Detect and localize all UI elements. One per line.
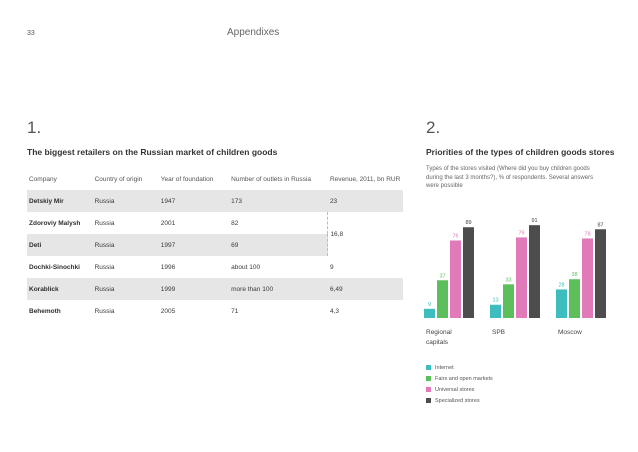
category-label: Moscow [558,329,582,336]
cell-revenue: 16,8 [327,212,403,256]
retailers-table: Company Country of origin Year of founda… [27,168,403,322]
category-label: SPB [492,329,505,336]
cell-country: Russia [94,263,115,271]
table-row: Korablick Russia 1999 more than 100 6,49 [27,278,403,300]
cell-company: Dochki-Sinochki [29,263,80,271]
legend-label: Fairs and open markets [435,375,493,382]
category-label: Regional [426,329,452,336]
cell-outlets: about 100 [231,263,261,271]
bar-specialized-stores-1 [529,225,540,318]
legend-swatch [426,398,431,403]
col-header-year: Year of foundation [160,175,214,183]
section1-title: The biggest retailers on the Russian mar… [27,147,278,157]
section2-number: 2. [426,118,441,137]
cell-outlets: 71 [231,307,239,315]
cell-outlets: 82 [231,219,239,227]
category-label: capitals [426,339,449,346]
bar-universal-stores-0 [450,240,461,318]
cell-company: Deti [27,234,93,256]
bar-value-label: 38 [571,272,577,278]
legend-label: Universal stores [435,386,475,393]
table-row: Detskiy Mir Russia 1947 173 23 [27,190,403,212]
cell-revenue: 23 [327,190,403,212]
bar-internet-0 [424,308,435,318]
bar-specialized-stores-2 [595,229,606,318]
cell-revenue: 9 [329,263,334,271]
cell-country: Russia [92,278,159,300]
cell-country: Russia [92,190,159,212]
cell-outlets: 173 [229,190,328,212]
bar-universal-stores-1 [516,237,527,318]
cell-outlets: 69 [229,234,328,256]
bar-value-label: 13 [492,298,498,304]
bar-value-label: 37 [439,273,445,279]
cell-year: 1947 [158,190,230,212]
bar-value-label: 87 [597,222,603,228]
legend-swatch [426,387,431,392]
table-row: Dochki-Sinochki Russia 1996 about 100 9 [27,256,403,278]
cell-company: Zdoroviy Malysh [29,219,81,227]
cell-revenue: 4,3 [329,307,339,315]
cell-year: 1997 [158,234,230,256]
section2-title: Priorities of the types of children good… [426,147,615,157]
page-header-title: Appendixes [227,27,280,38]
cell-year: 2005 [160,307,176,315]
col-header-revenue: Revenue, 2011, bn RUR [329,175,401,183]
table-row: Behemoth Russia 2005 71 4,3 [27,300,403,322]
bar-fairs-and-open-markets-0 [437,280,448,318]
cell-revenue: 6,49 [327,278,403,300]
table-header-row: Company Country of origin Year of founda… [27,168,403,190]
bar-value-label: 78 [584,231,590,237]
cell-year: 2001 [160,219,176,227]
bar-internet-2 [556,289,567,318]
legend-swatch [426,365,431,370]
page-number: 33 [27,30,35,37]
bar-internet-1 [490,304,501,318]
bar-value-label: 28 [558,282,564,288]
bar-universal-stores-2 [582,238,593,318]
table-row: Zdoroviy Malysh Russia 2001 82 16,8 [27,212,403,256]
bar-value-label: 76 [452,233,458,239]
cell-country: Russia [92,234,159,256]
cell-country: Russia [94,307,115,315]
cell-year: 1996 [160,263,176,271]
legend-label: Specialized stores [435,397,480,404]
cell-outlets: more than 100 [229,278,328,300]
legend-label: Internet [435,364,454,371]
bar-value-label: 91 [531,218,537,224]
bar-value-label: 79 [518,230,524,236]
cell-company: Detskiy Mir [27,190,93,212]
bar-value-label: 89 [465,220,471,226]
legend-item: Fairs and open markets [426,373,493,384]
cell-company: Behemoth [29,307,61,315]
chart-description: Types of the stores visited (Where did y… [426,166,594,189]
bar-specialized-stores-0 [463,227,474,318]
bar-value-label: 33 [505,277,511,283]
legend-swatch [426,376,431,381]
chart-legend: Internet Fairs and open markets Universal … [426,362,493,406]
col-header-company: Company [29,175,57,183]
col-header-outlets: Number of outlets in Russia [231,175,311,183]
store-types-bar-chart: 9 37 76 89 Regional capitals 13 33 79 91 SPB 28 38 78… [424,218,606,346]
bar-fairs-and-open-markets-2 [569,279,580,318]
section1-number: 1. [27,118,42,137]
legend-item: Internet [426,362,493,373]
col-header-country: Country of origin [94,175,143,183]
cell-year: 1999 [158,278,230,300]
bar-fairs-and-open-markets-1 [503,284,514,318]
legend-item: Specialized stores [426,395,493,406]
table-row: Deti Russia 1997 69 [27,234,403,256]
cell-company: Korablick [27,278,93,300]
legend-item: Universal stores [426,384,493,395]
bar-value-label: 9 [428,302,431,308]
cell-country: Russia [94,219,115,227]
